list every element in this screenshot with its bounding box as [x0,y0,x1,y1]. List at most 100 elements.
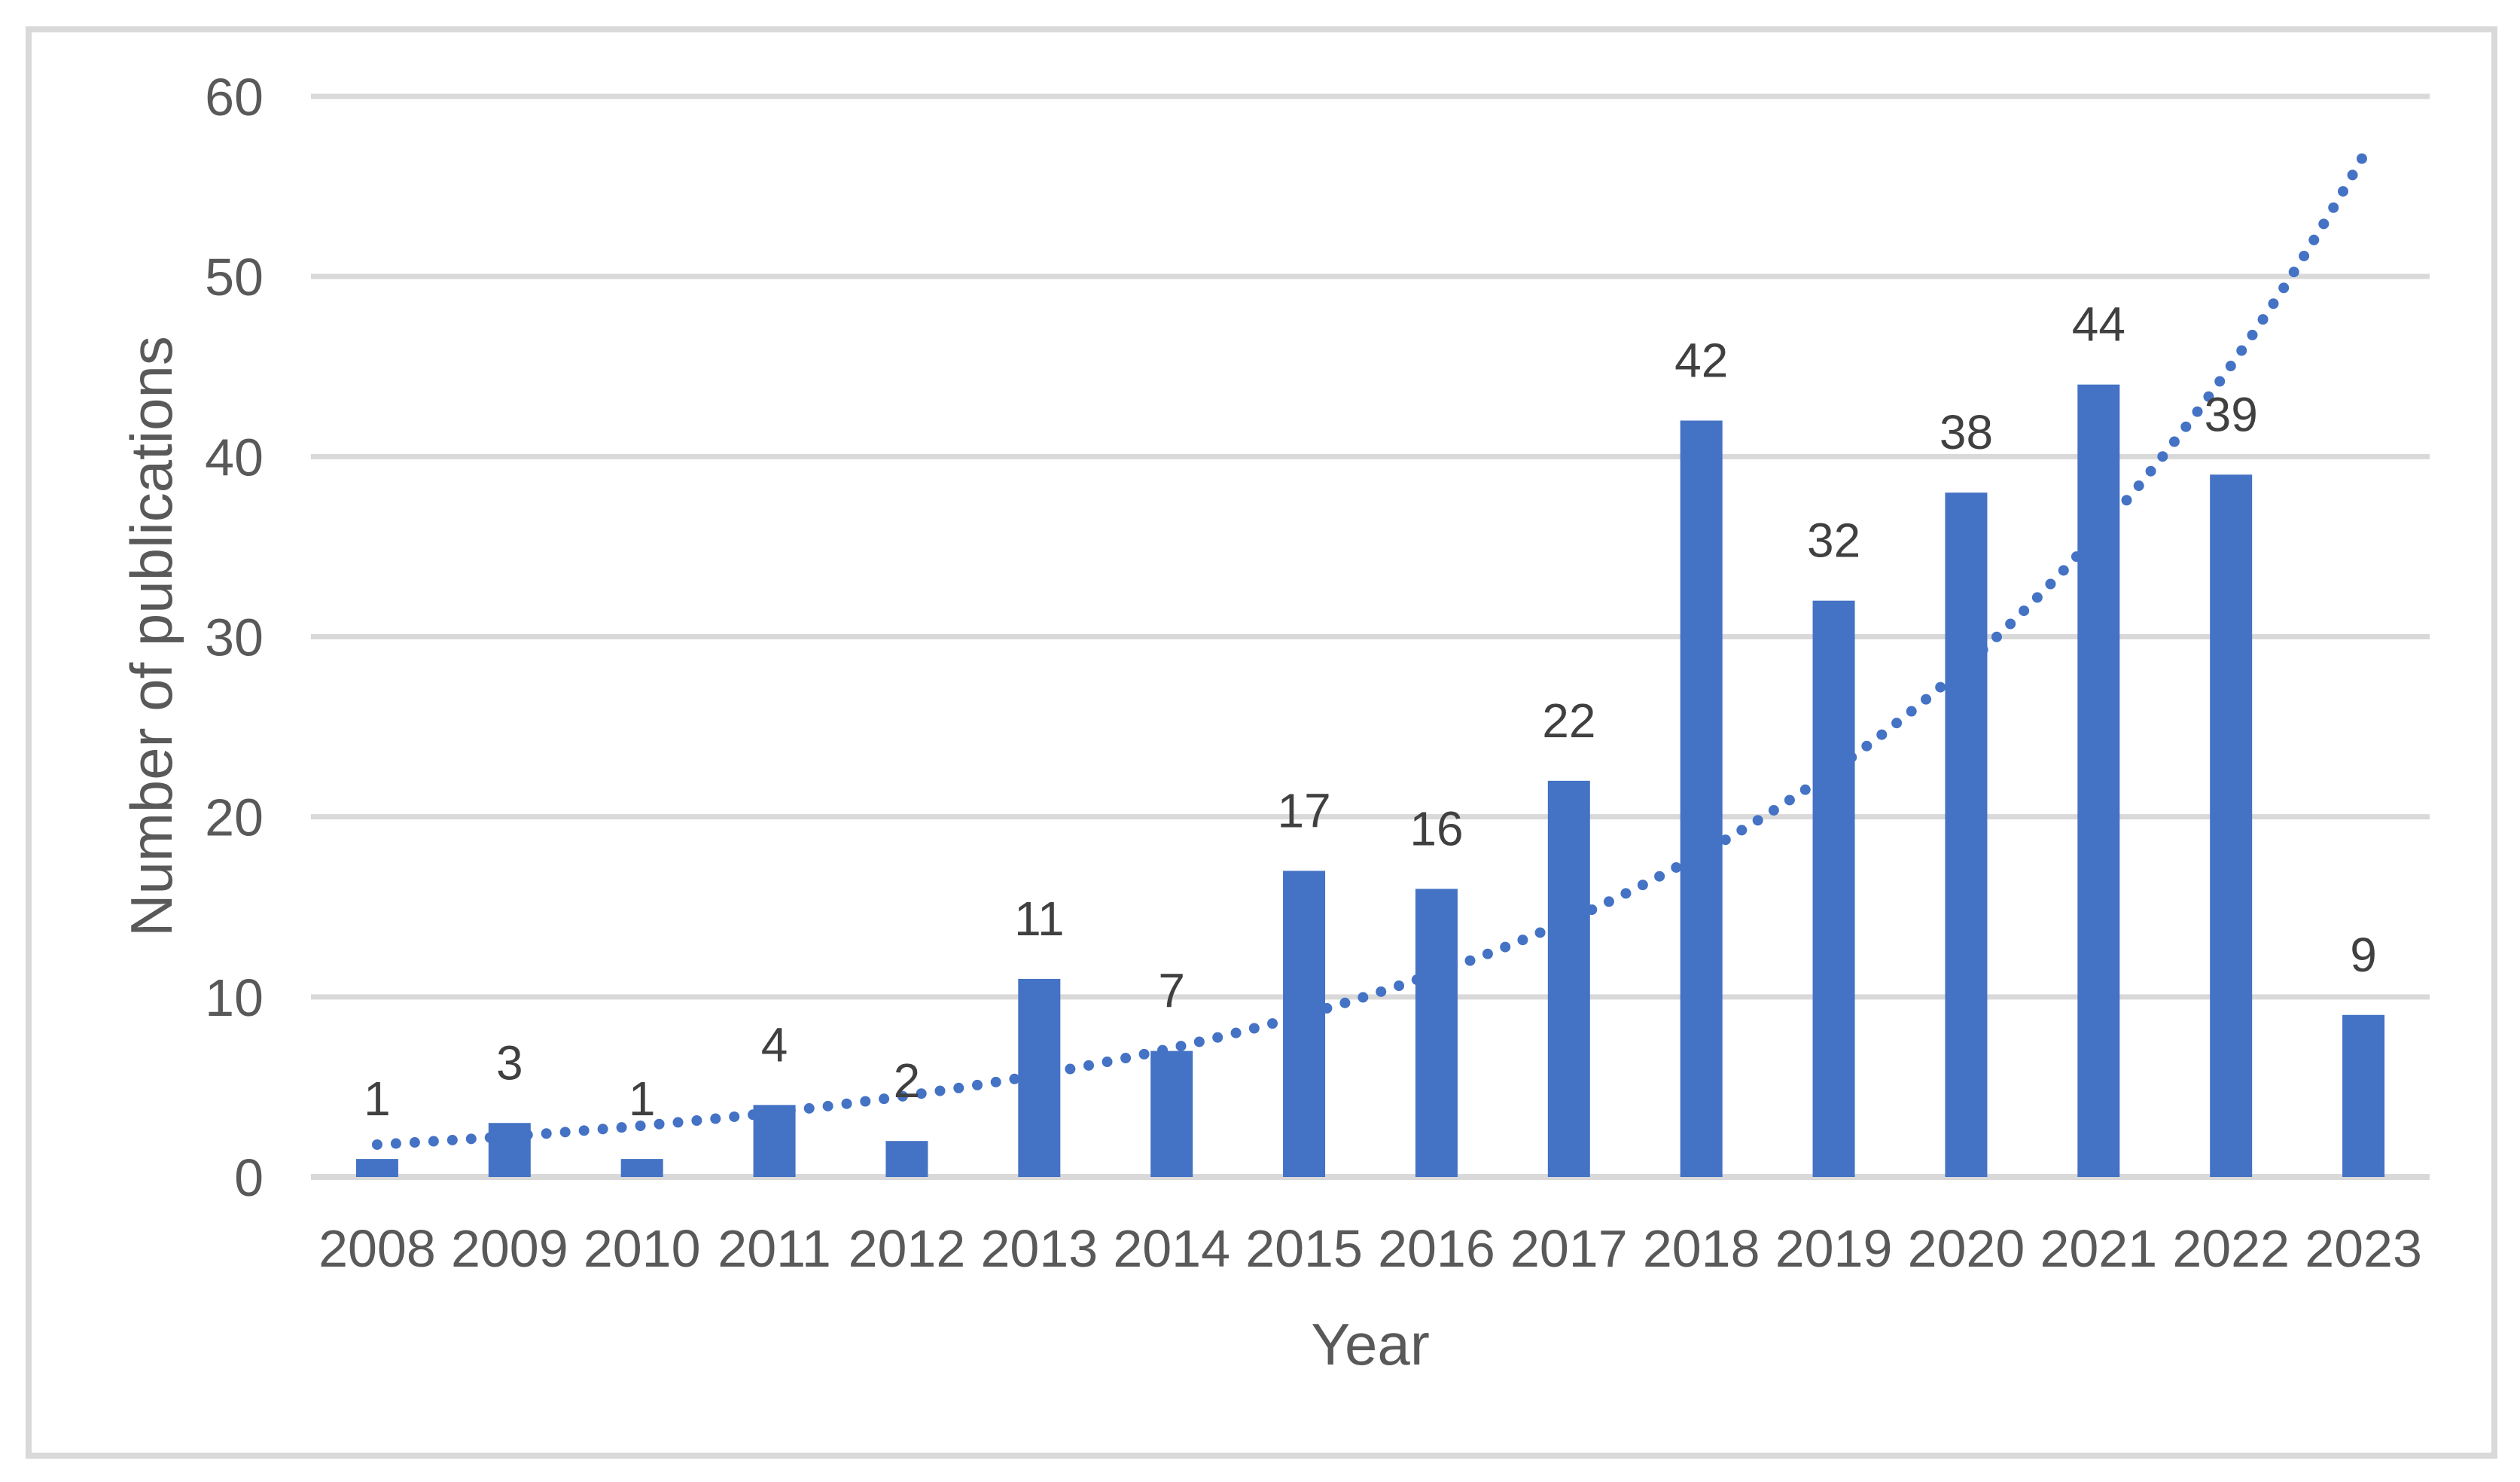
trend-dot [934,1085,946,1096]
trend-dot [1671,861,1682,873]
bar-2018 [1680,420,1723,1177]
trend-dot [1500,941,1511,953]
trend-dot [1964,657,1975,668]
bar-label-2019: 32 [1807,514,1860,568]
bar-label-2020: 38 [1940,405,1993,459]
trend-dot [2145,465,2156,477]
trend-dot [597,1124,608,1135]
trend-dot [2225,361,2236,372]
trend-dot [2005,618,2016,630]
x-tick-2022: 2022 [2172,1219,2290,1278]
trend-dot [1321,1002,1333,1014]
trend-dot [916,1088,927,1099]
trend-dot [1620,888,1632,899]
bar-label-2014: 7 [1158,964,1185,1018]
trend-dot [1949,669,1961,681]
trend-dot [1977,644,1988,655]
x-axis-tick-labels: 2008 2009 2010 2011 2012 2013 2014 2015 2016 2017… [318,1219,2422,1278]
trend-dot [1009,1073,1020,1084]
trend-dot [1736,825,1748,836]
trend-dot [691,1115,702,1127]
trend-dot [522,1130,533,1141]
x-tick-2011: 2011 [718,1219,831,1278]
x-tick-2013: 2013 [980,1219,1098,1278]
trend-dot [2058,565,2069,576]
trend-dot [2121,495,2132,506]
trend-dot [1046,1067,1057,1078]
trend-dot [1212,1032,1223,1043]
trend-dot [503,1130,514,1142]
trend-dot [1935,682,1946,693]
trend-dot [1815,773,1827,785]
bar-label-2016: 16 [1409,801,1463,855]
bar-label-2009: 3 [496,1035,523,1090]
trend-dot [2356,153,2367,164]
x-tick-2020: 2020 [1908,1219,2025,1278]
trend-dot [2180,421,2192,432]
y-tick-50: 50 [205,248,264,306]
y-axis-tick-labels: 0 10 20 30 40 50 60 [205,68,264,1207]
y-tick-10: 10 [205,968,264,1027]
trend-dot [1429,968,1440,979]
trend-dot [1230,1027,1242,1038]
trend-dot [1083,1060,1095,1071]
x-tick-2012: 2012 [849,1219,966,1278]
trend-dot [953,1082,964,1093]
bar-2010 [620,1159,663,1177]
trend-dot [1569,912,1580,923]
x-tick-2018: 2018 [1643,1219,1760,1278]
trend-dot [2109,509,2120,520]
x-tick-2015: 2015 [1245,1219,1363,1278]
trend-dot [428,1136,439,1147]
trend-dot [1120,1053,1132,1064]
trend-dot [2347,169,2358,181]
trend-dot [897,1090,908,1102]
trend-dot [1285,1013,1297,1024]
trend-dot [803,1102,815,1114]
trend-dot [729,1111,740,1122]
trend-dot [2071,551,2082,563]
trend-dot [2318,218,2330,230]
x-tick-2016: 2016 [1378,1219,1495,1278]
trend-dot [1102,1057,1113,1068]
x-axis-title: Year [1311,1311,1430,1377]
trend-dot [1358,992,1369,1003]
trend-dot [1394,980,1405,992]
trend-dot [371,1139,382,1150]
trend-dot [1768,805,1779,816]
bar-2017 [1547,780,1590,1177]
trend-dot [1534,927,1546,938]
trend-dot [2019,605,2030,617]
bar-2022 [2210,474,2253,1177]
trend-dot [2278,282,2290,294]
trend-dot [2288,267,2299,278]
trend-dot [484,1132,495,1143]
bar-2008 [355,1159,398,1177]
trend-dot [2236,345,2247,356]
trend-dot [990,1076,1001,1087]
trend-dot [2203,391,2214,402]
trend-dot [2157,451,2168,462]
bar-label-2021: 44 [2072,297,2125,352]
trend-dot [1830,763,1842,774]
bar-label-2008: 1 [364,1072,391,1126]
trend-dot [559,1127,571,1138]
trend-dot [1157,1044,1169,1056]
y-tick-20: 20 [205,788,264,847]
trend-dot [1447,962,1458,973]
trend-dot [578,1125,590,1136]
bar-label-2013: 11 [1014,892,1064,946]
trend-dot [1586,904,1598,915]
trend-dot [1799,784,1811,795]
bar-2012 [885,1141,928,1177]
trend-dot [1028,1070,1039,1081]
bar-2023 [2342,1014,2385,1177]
trend-dot [390,1138,401,1149]
y-tick-0: 0 [234,1148,264,1207]
trend-dot [2308,234,2320,245]
trend-dot [1065,1063,1076,1075]
trend-dot [1193,1036,1205,1047]
trend-dot [541,1128,552,1139]
